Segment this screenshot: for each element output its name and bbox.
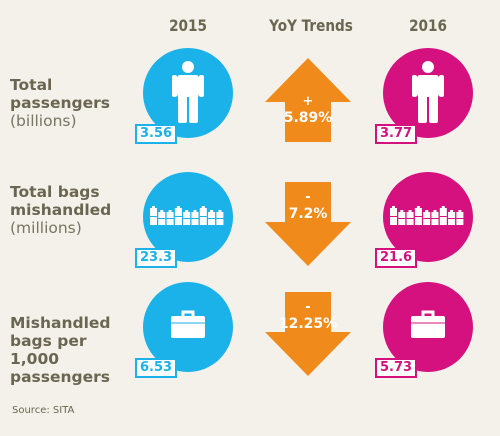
circle-2016: [383, 48, 473, 138]
value-2015: 23.3: [135, 248, 178, 268]
trend-percent: 12.25%: [278, 316, 338, 332]
value-2015: 6.53: [135, 358, 178, 378]
circle-2016: [383, 282, 473, 372]
value-2015: 3.56: [135, 124, 178, 144]
header-2016: 2016: [409, 16, 447, 35]
circle-2015: [143, 282, 233, 372]
briefcase-icon: [411, 310, 445, 338]
briefcase-icon: [171, 310, 205, 338]
row-label-unit: (billions): [10, 112, 77, 130]
row-label-title: Total passengers: [10, 76, 111, 112]
luggage-row-icon: [150, 206, 224, 225]
row-label-title: Mishandled bags per 1,000 passengers: [10, 314, 111, 386]
row-label-unit: (millions): [10, 219, 82, 237]
trend-sign: -: [305, 190, 311, 205]
trend-sign: +: [302, 94, 314, 109]
row-label-total-bags-mishandled: Total bags mishandled (millions): [10, 183, 128, 237]
circle-2015: [143, 48, 233, 138]
down-arrow-icon: [265, 182, 351, 266]
row-label-total-passengers: Total passengers (billions): [10, 76, 128, 130]
trend-arrow-down: -7.2%: [263, 180, 353, 270]
person-icon: [412, 61, 444, 123]
value-2016: 3.77: [375, 124, 418, 144]
row-label-title: Total bags mishandled: [10, 183, 112, 219]
header-yoy-trends: YoY Trends: [269, 16, 353, 35]
trend-arrow-down: -12.25%: [263, 290, 353, 380]
value-2016: 5.73: [375, 358, 418, 378]
up-arrow-icon: [265, 58, 351, 142]
trend-arrow-up: +5.89%: [263, 56, 353, 146]
down-arrow-icon: [265, 292, 351, 376]
circle-2016: [383, 172, 473, 262]
value-2016: 21.6: [375, 248, 418, 268]
person-icon: [172, 61, 204, 123]
header-2015: 2015: [169, 16, 207, 35]
source-note: Source: SITA: [12, 405, 75, 416]
row-label-mishandled-per-1000: Mishandled bags per 1,000 passengers: [10, 314, 128, 386]
trend-sign: -: [305, 300, 311, 315]
luggage-row-icon: [390, 206, 464, 225]
circle-2015: [143, 172, 233, 262]
trend-percent: 5.89%: [283, 110, 333, 126]
trend-percent: 7.2%: [288, 206, 328, 222]
